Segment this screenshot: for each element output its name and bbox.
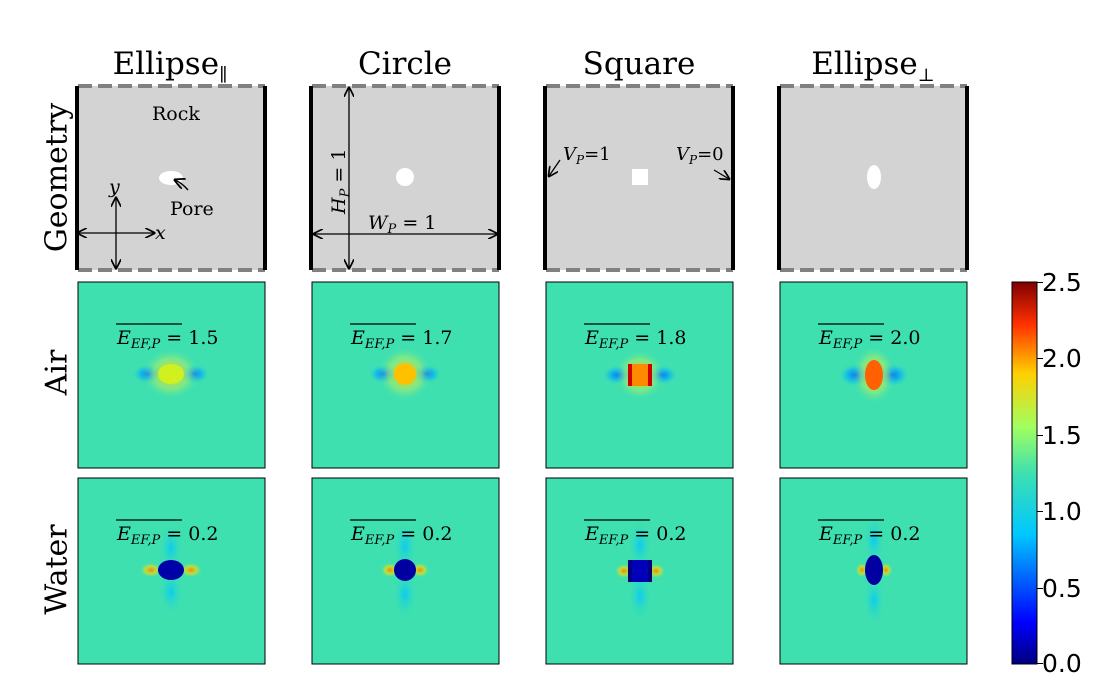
colorbar	[1011, 281, 1038, 665]
svg-text:EEF,P = 0.2: EEF,P = 0.2	[350, 523, 452, 548]
svg-text:EEF,P = 2.0: EEF,P = 2.0	[818, 327, 920, 352]
water-annotation-ellipse-perpendicular: EEF,P = 0.2	[818, 519, 920, 548]
geometry-panel-ellipse-parallel	[75, 84, 267, 272]
svg-text:EEF,P = 0.2: EEF,P = 0.2	[584, 523, 686, 548]
water-annotation-circle: EEF,P = 0.2	[350, 519, 452, 548]
air-annotation-ellipse-parallel: EEF,P = 1.5	[116, 323, 218, 352]
water-annotation-ellipse-parallel: EEF,P = 0.2	[116, 519, 218, 548]
pore-label: Pore	[170, 198, 214, 220]
column-title-text: Ellipse	[811, 46, 918, 82]
colorbar-tick	[1037, 435, 1043, 436]
colorbar-tick-label: 2.5	[1042, 268, 1082, 297]
water-panel-ellipse-perpendicular	[779, 477, 968, 665]
geometry-panel-square	[543, 84, 735, 272]
colorbar-tick	[1037, 511, 1043, 512]
column-title-subscript: ∥	[219, 65, 228, 87]
column-title-text: Ellipse	[112, 46, 220, 82]
geometry-panel-circle	[309, 84, 501, 272]
colorbar-tick	[1037, 663, 1043, 664]
column-title-text: Circle	[357, 46, 453, 82]
water-panel-ellipse-parallel	[77, 477, 266, 665]
air-annotation-square: EEF,P = 1.8	[584, 323, 686, 352]
rock-label: Rock	[152, 103, 200, 125]
air-annotation-ellipse-perpendicular: EEF,P = 2.0	[818, 323, 920, 352]
colorbar-tick	[1037, 358, 1043, 359]
air-panel-ellipse-perpendicular	[779, 281, 968, 469]
colorbar-tick-label: 2.0	[1042, 344, 1082, 373]
column-title-ellipse-perpendicular: Ellipse⊥	[773, 44, 973, 96]
svg-text:EEF,P = 1.8: EEF,P = 1.8	[584, 327, 686, 352]
column-title-square: Square	[539, 44, 739, 84]
colorbar-tick-label: 0.5	[1042, 574, 1082, 603]
air-panel-square	[545, 281, 734, 469]
svg-text:EEF,P = 0.2: EEF,P = 0.2	[116, 523, 218, 548]
geometry-panel-ellipse-perpendicular	[777, 84, 969, 272]
y-axis-label: y	[108, 176, 120, 198]
svg-text:EEF,P = 0.2: EEF,P = 0.2	[818, 523, 920, 548]
column-title-subscript: ⊥	[917, 65, 935, 87]
colorbar-tick-label: 0.0	[1042, 649, 1082, 678]
water-panel-circle	[311, 477, 500, 665]
column-title-text: Square	[582, 46, 696, 82]
x-axis-label: x	[155, 222, 166, 244]
v-right-label: VP=0	[676, 144, 724, 167]
air-panel-ellipse-parallel	[77, 281, 266, 469]
colorbar-tick-label: 1.0	[1042, 497, 1082, 526]
air-annotation-circle: EEF,P = 1.7	[350, 323, 452, 352]
height-label: HP = 1	[328, 149, 353, 215]
colorbar-tick	[1037, 282, 1043, 283]
svg-text:EEF,P = 1.5: EEF,P = 1.5	[116, 327, 218, 352]
colorbar-tick	[1037, 588, 1043, 589]
width-label: WP = 1	[368, 212, 436, 237]
water-panel-square	[545, 477, 734, 665]
column-title-ellipse-parallel: Ellipse∥	[70, 44, 270, 96]
colorbar-tick-label: 1.5	[1042, 421, 1082, 450]
v-left-label: VP=1	[563, 144, 611, 167]
air-panel-circle	[311, 281, 500, 469]
svg-text:EEF,P = 1.7: EEF,P = 1.7	[350, 327, 452, 352]
column-title-circle: Circle	[305, 44, 505, 84]
water-annotation-square: EEF,P = 0.2	[584, 519, 686, 548]
